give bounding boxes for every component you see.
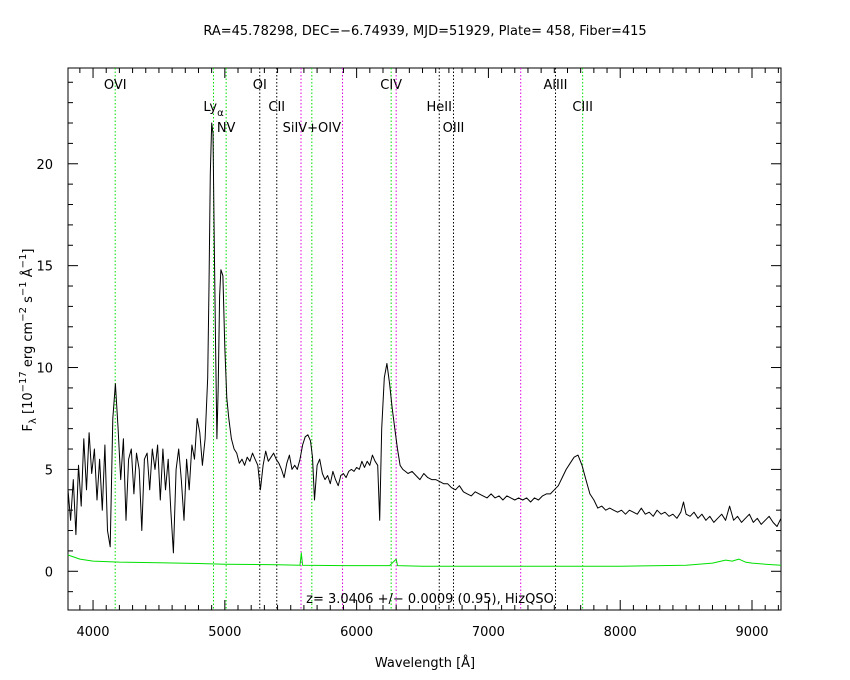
x-tick-label-1: 5000 bbox=[208, 625, 241, 640]
x-tick-label-0: 4000 bbox=[76, 625, 109, 640]
y-tick-label-0: 0 bbox=[45, 565, 53, 580]
x-axis-ticks: 4000 5000 6000 7000 8000 9000 bbox=[76, 68, 779, 640]
line-marker-label-0: OVI bbox=[104, 78, 127, 93]
x-tick-label-4: 8000 bbox=[604, 625, 637, 640]
y-axis-label-units-a: [10 bbox=[21, 392, 36, 418]
plot-frame bbox=[67, 67, 782, 611]
x-tick-label-5: 9000 bbox=[735, 625, 768, 640]
y-axis-label: Fλ [10−17 erg cm−2 s−1 Å−1] bbox=[18, 249, 39, 432]
line-marker-label-2: NV bbox=[217, 121, 236, 136]
y-tick-label-3: 15 bbox=[36, 260, 53, 275]
y-tick-label-1: 5 bbox=[45, 463, 53, 478]
y-axis-ticks: 0 5 10 15 20 bbox=[36, 81, 781, 593]
y-axis-label-exp3: −1 bbox=[18, 281, 29, 296]
y-axis-label-main: F bbox=[21, 424, 36, 431]
line-marker-label-13: AlIII bbox=[543, 78, 567, 93]
x-tick-label-2: 6000 bbox=[340, 625, 373, 640]
line-marker-label-14: CIII bbox=[572, 100, 593, 115]
x-axis-label: Wavelength [Å] bbox=[375, 655, 475, 671]
y-tick-label-2: 10 bbox=[36, 362, 53, 377]
line-marker-label-11: OIII bbox=[443, 121, 465, 136]
y-axis-label-exp2: −2 bbox=[18, 307, 29, 322]
line-marker-label-sub-1: α bbox=[217, 108, 224, 119]
line-marker-label-6: SiIV+OIV bbox=[283, 121, 342, 136]
y-axis-label-exp4: −1 bbox=[18, 254, 29, 269]
series-line-1 bbox=[67, 552, 782, 567]
y-axis-label-units-d: Å bbox=[20, 268, 36, 281]
line-marker-label-4: CII bbox=[268, 100, 285, 115]
y-axis-label-units-e: ] bbox=[21, 249, 36, 254]
y-axis-label-units-c: s bbox=[21, 296, 36, 307]
series-line-0 bbox=[67, 122, 782, 554]
redshift-annotation: z= 3.0406 +/− 0.0009 (0.95), HizQSO bbox=[306, 592, 554, 607]
y-tick-label-4: 20 bbox=[36, 158, 53, 173]
series-layer bbox=[67, 122, 782, 567]
line-marker-label-3: OI bbox=[253, 78, 267, 93]
chart-title: RA=45.78298, DEC=−6.74939, MJD=51929, Pl… bbox=[203, 24, 646, 39]
y-axis-label-sub: λ bbox=[28, 418, 39, 424]
y-axis-label-exp1: −17 bbox=[18, 371, 29, 392]
line-marker-label-8: CIV bbox=[380, 78, 402, 93]
line-marker-label-1: Lyα bbox=[203, 100, 224, 119]
y-axis-label-units-b: erg cm bbox=[21, 322, 36, 371]
line-marker-label-10: HeII bbox=[427, 100, 452, 115]
x-tick-label-3: 7000 bbox=[472, 625, 505, 640]
